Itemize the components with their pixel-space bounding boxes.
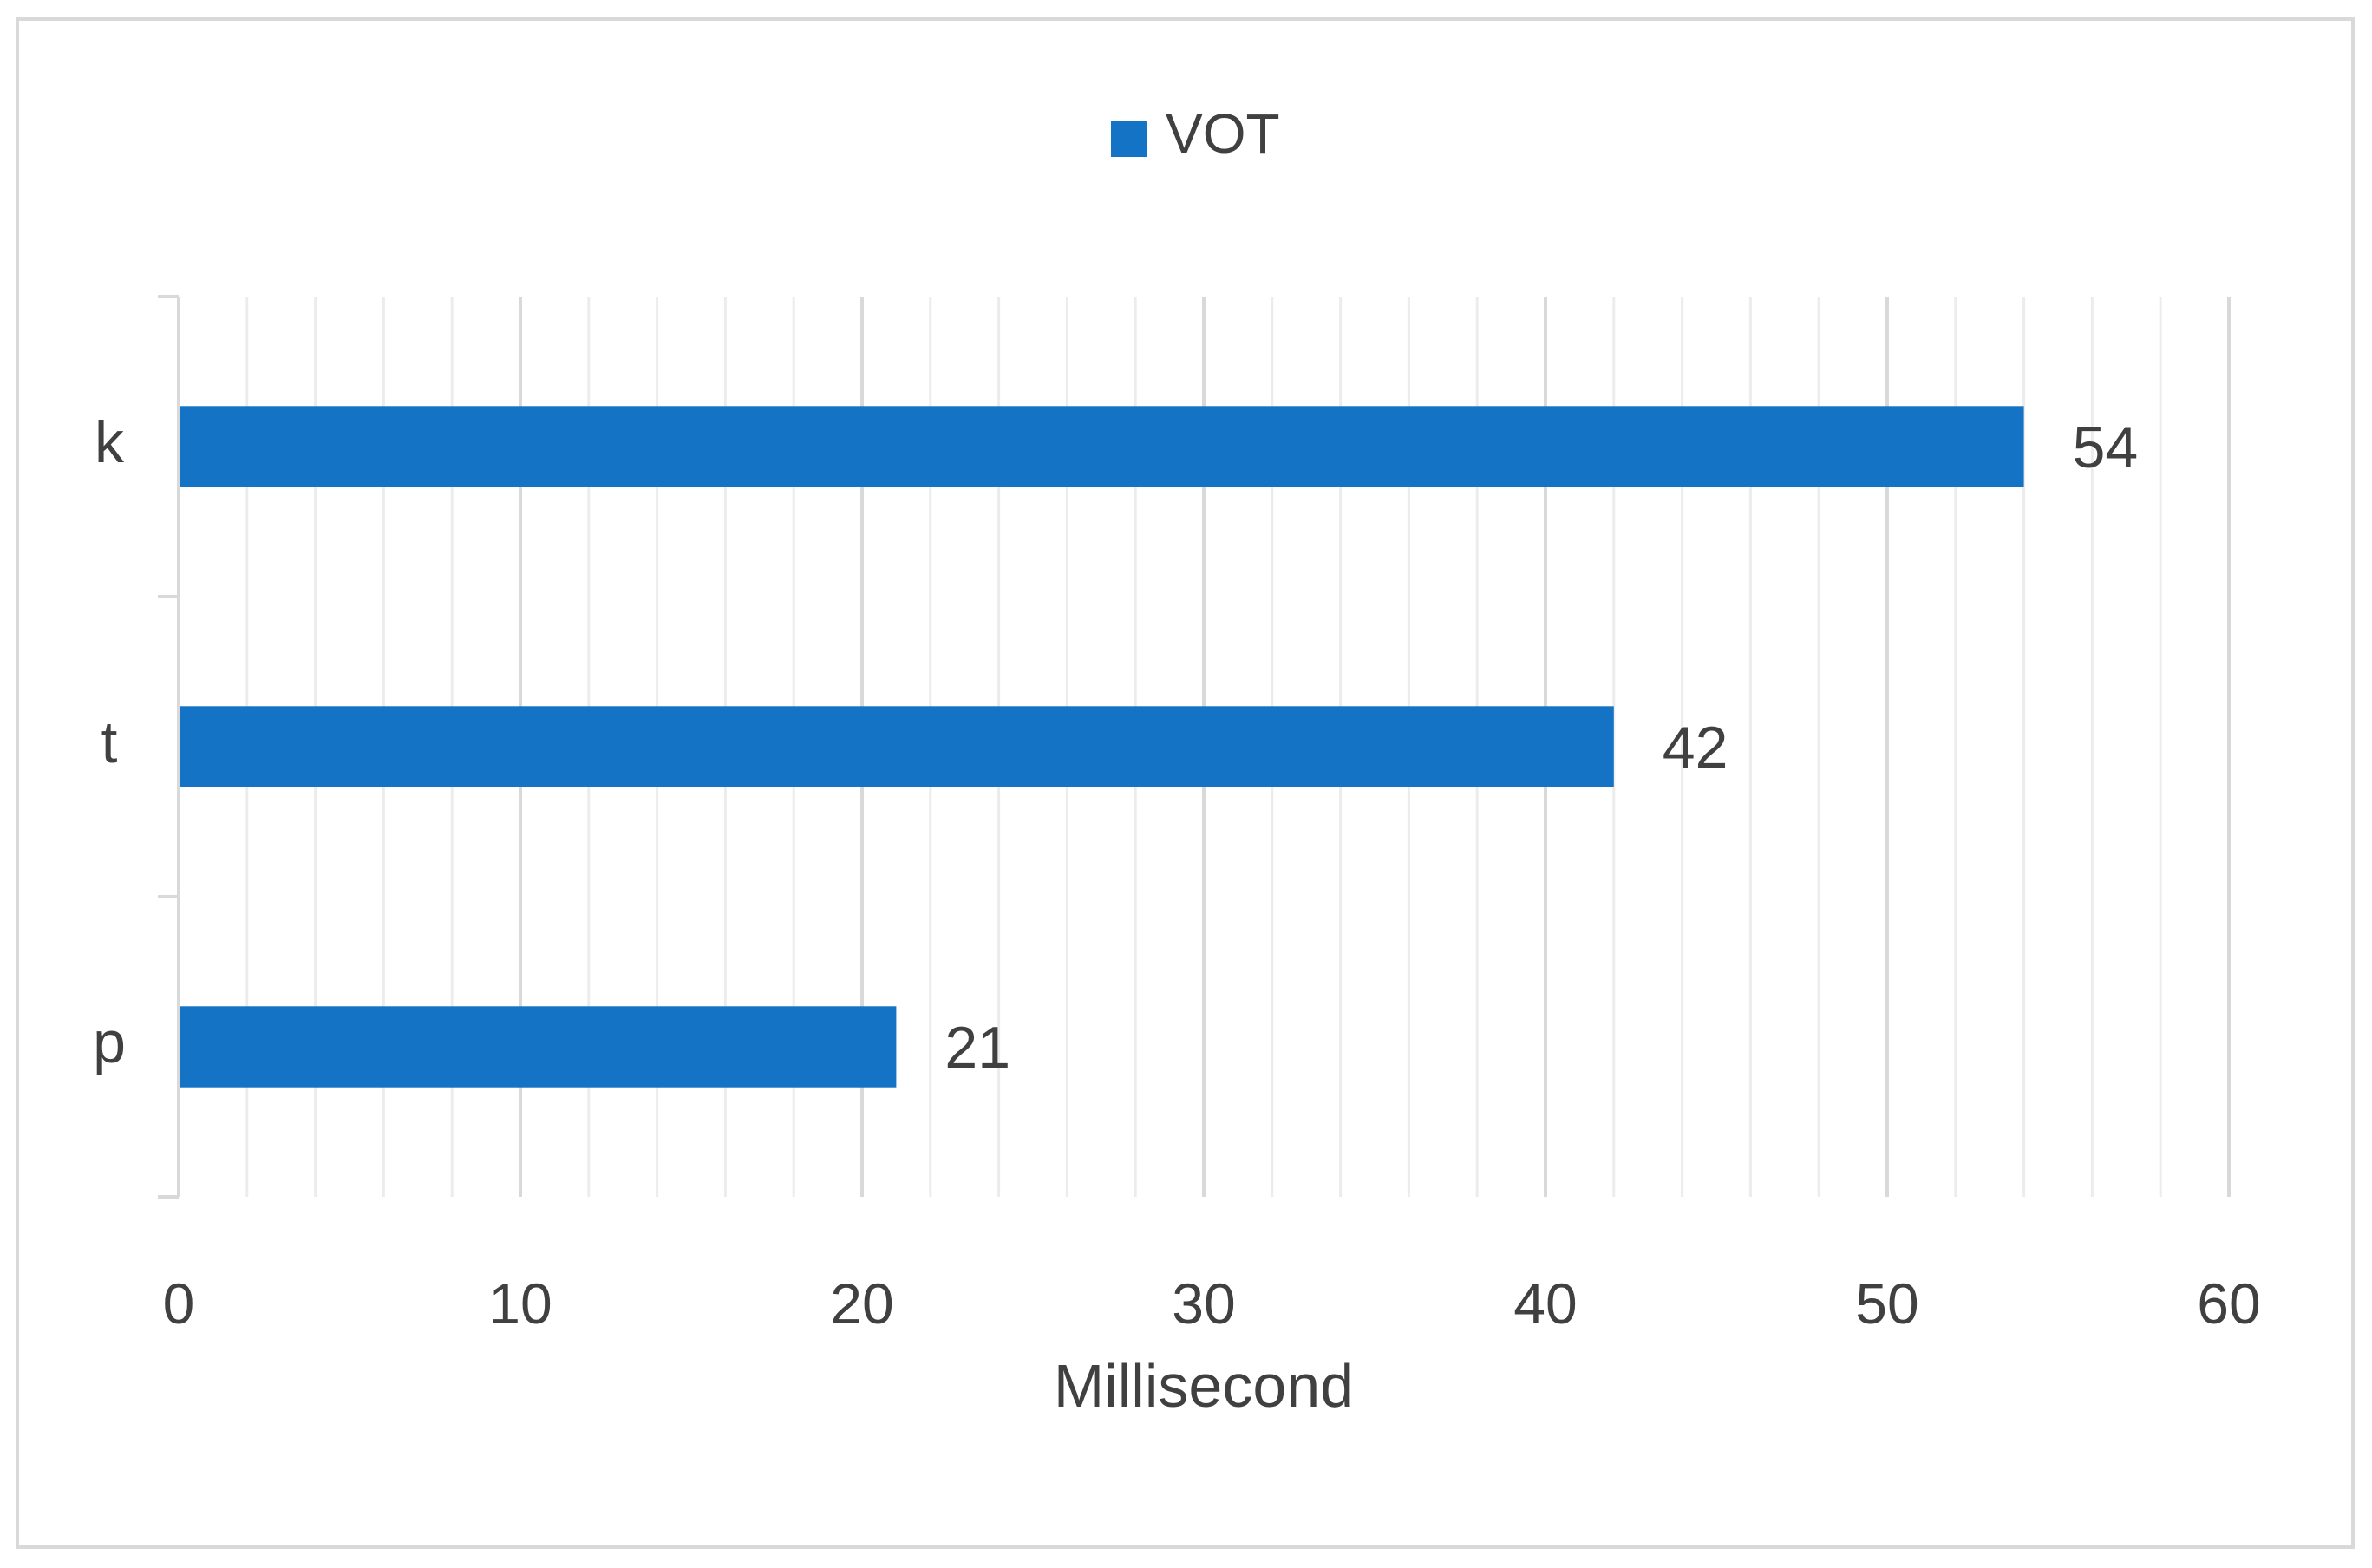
legend-label-vot: VOT [1166,102,1280,165]
category-label-k: k [95,409,125,475]
category-label-t: t [101,709,118,775]
x-tick-label-30: 30 [1172,1271,1235,1336]
data-labels: 54 42 21 [944,415,2138,1081]
chart-frame: 54 42 21 k t p 0 10 20 30 40 50 60 VOT Millisecond [16,17,2355,1549]
x-tick-label-20: 20 [830,1271,893,1336]
bar-t [180,706,1614,787]
legend-swatch-vot [1111,121,1147,157]
data-label-t: 42 [1663,715,1728,781]
category-label-p: p [93,1009,126,1075]
legend: VOT [1111,102,1280,165]
bar-chart: 54 42 21 k t p 0 10 20 30 40 50 60 VOT Millisecond [93,102,2261,1420]
bars [180,406,2024,1088]
category-labels: k t p [93,409,126,1075]
bar-p [180,1006,897,1088]
x-tick-label-60: 60 [2197,1271,2260,1336]
bar-k [180,406,2024,487]
x-tick-label-40: 40 [1513,1271,1577,1336]
data-label-k: 54 [2073,415,2139,480]
x-tick-labels: 0 10 20 30 40 50 60 [163,1271,2261,1336]
category-axis [158,295,180,1199]
x-tick-label-0: 0 [163,1271,195,1336]
x-tick-label-10: 10 [488,1271,552,1336]
x-tick-label-50: 50 [1855,1271,1918,1336]
data-label-p: 21 [944,1015,1010,1081]
x-axis-title: Millisecond [1054,1352,1354,1420]
